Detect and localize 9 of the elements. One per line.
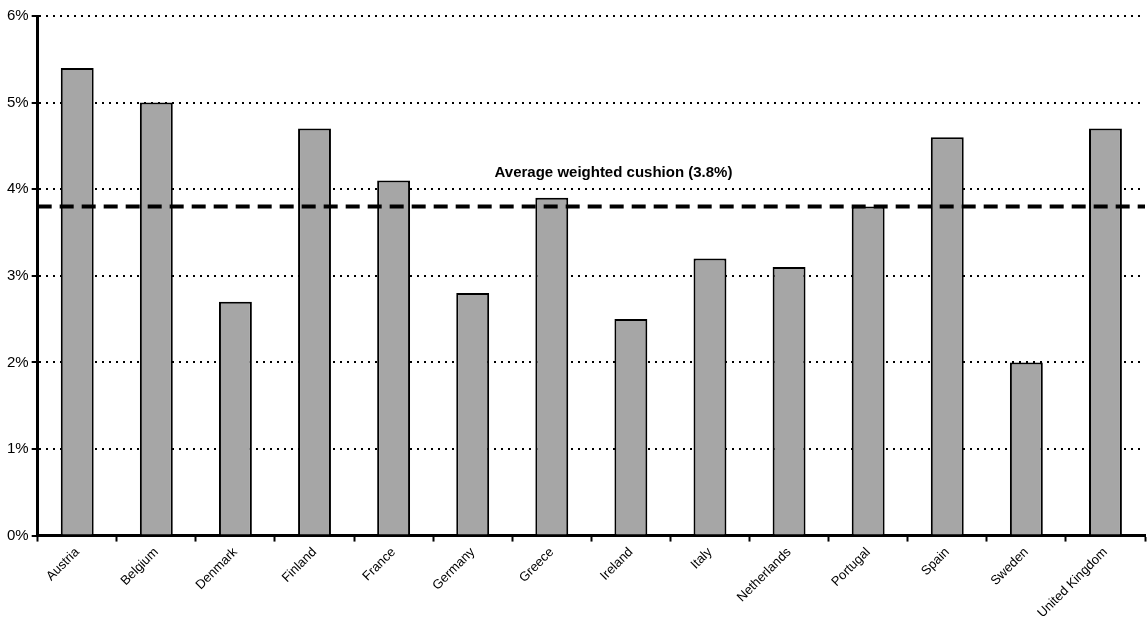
y-tick-label: 0% <box>6 525 29 543</box>
y-tick-label: 1% <box>6 439 29 457</box>
ref-line-label: Average weighted cushion (3.8%) <box>494 163 733 181</box>
y-tick-label: 5% <box>6 92 29 110</box>
y-tick-label: 2% <box>6 352 29 370</box>
y-tick-label: 4% <box>6 179 29 197</box>
y-tick-label: 6% <box>6 6 29 24</box>
y-tick-label: 3% <box>6 265 29 283</box>
x-tick-label: Italy <box>687 543 715 572</box>
